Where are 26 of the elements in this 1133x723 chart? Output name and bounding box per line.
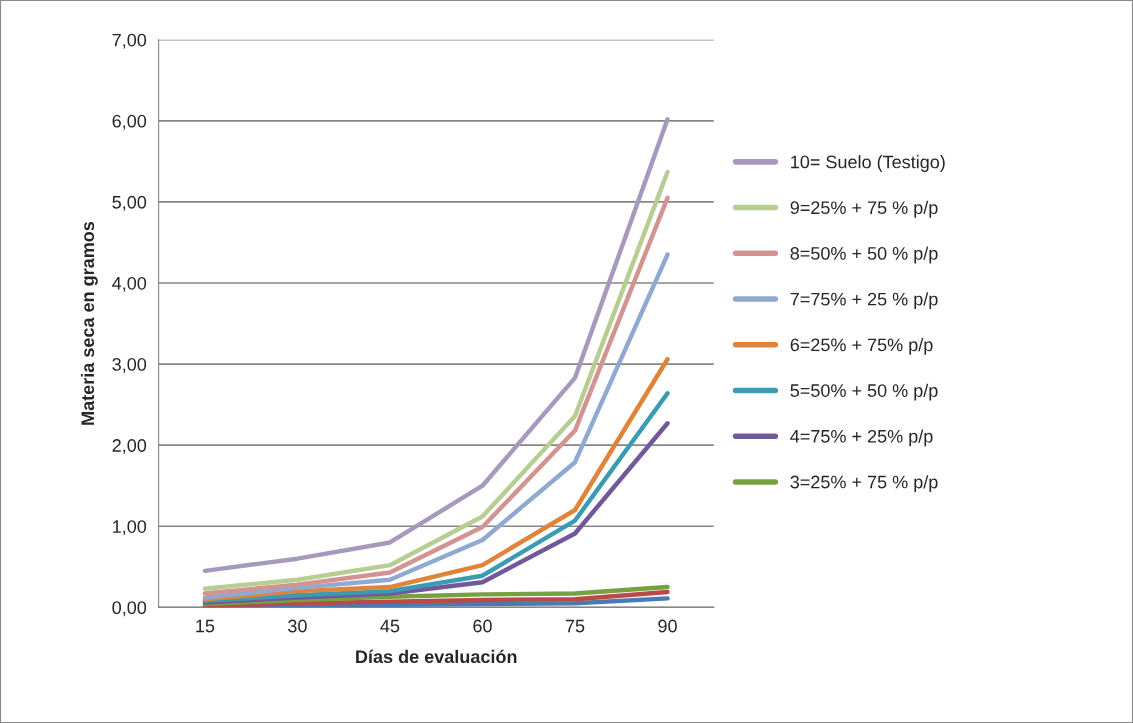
legend-label: 10= Suelo (Testigo)	[791, 155, 945, 172]
x-tick-label: 60	[473, 619, 492, 633]
y-tick-label: 4,00	[112, 276, 147, 292]
x-tick-label: 75	[565, 619, 585, 633]
legend-label: 9=25% + 75 % p/p	[790, 200, 938, 218]
x-tick-label: 30	[288, 619, 307, 633]
line-series	[202, 589, 670, 608]
y-tick-label: 5,00	[112, 195, 147, 211]
legend-label: 3=25% + 75 % p/p	[790, 475, 938, 492]
legend-label: 4=75% + 25% p/p	[790, 429, 933, 447]
y-tick-label: 7,00	[112, 33, 147, 49]
y-axis-title: Materia seca en gramos	[80, 221, 98, 425]
y-tick-label: 3,00	[112, 358, 147, 373]
x-tick-label: 45	[380, 619, 400, 633]
y-tick-label: 1,00	[113, 520, 147, 536]
y-tick-label: 0,00	[112, 601, 147, 617]
y-tick-label: 2,00	[112, 439, 147, 455]
legend-label: 6=25% + 75% p/p	[790, 337, 933, 355]
line-series	[202, 252, 670, 600]
legend-label: 5=50% + 50 % p/p	[790, 383, 938, 401]
x-tick-label: 15	[196, 619, 215, 633]
x-tick-label: 90	[658, 619, 677, 633]
x-axis-title: Días de evaluación	[356, 649, 517, 664]
y-tick-label: 6,00	[112, 114, 147, 130]
legend-label: 8=50% + 50 % p/p	[790, 246, 938, 264]
legend-label: 7=75% + 25 % p/p	[790, 292, 938, 310]
